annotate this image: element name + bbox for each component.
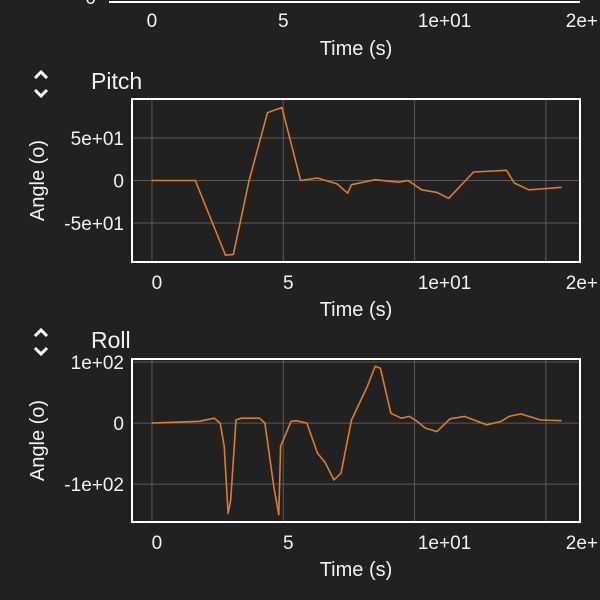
pitch-title: Pitch [91,68,143,94]
chevron-up-down-icon [33,69,49,99]
pitch-ytick: -5e+01 [64,214,124,235]
chevron-up-down-icon [33,327,49,357]
roll-ytick: -1e+02 [64,475,124,496]
roll-reorder-handle[interactable] [31,326,51,360]
top-chart-xlabel: Time (s) [320,38,393,60]
roll-ylabel: Angle (o) [27,400,49,481]
pitch-ytick: 0 [113,172,124,193]
pitch-xlabel: Time (s) [320,299,393,321]
roll-ytick: 1e+02 [71,353,124,374]
pitch-reorder-handle[interactable] [31,68,51,102]
pitch-series-line [152,106,562,256]
top-chart-ytick: 0 [85,0,96,9]
roll-xlabel: Time (s) [320,559,393,581]
top-chart-xtick: 5 [278,11,289,32]
top-chart-xtick: 2e+ [566,11,598,32]
roll-xtick: 5 [283,533,294,554]
roll-series-line [151,365,562,516]
top-chart-xtick: 1e+01 [418,11,471,32]
roll-xtick: 0 [152,533,163,554]
roll-xtick: 1e+01 [418,533,471,554]
roll-xtick: 2e+ [566,533,598,554]
roll-plot-frame [131,358,581,523]
pitch-ylabel: Angle (o) [27,140,49,221]
top-chart-xtick: 0 [147,11,158,32]
roll-ytick: 0 [113,414,124,435]
pitch-ytick: 5e+01 [71,129,124,150]
pitch-xtick: 1e+01 [418,273,471,294]
pitch-plot-frame [131,98,581,263]
pitch-xtick: 0 [152,273,163,294]
pitch-xtick: 2e+ [566,273,598,294]
roll-title: Roll [91,327,131,353]
pitch-xtick: 5 [283,273,294,294]
